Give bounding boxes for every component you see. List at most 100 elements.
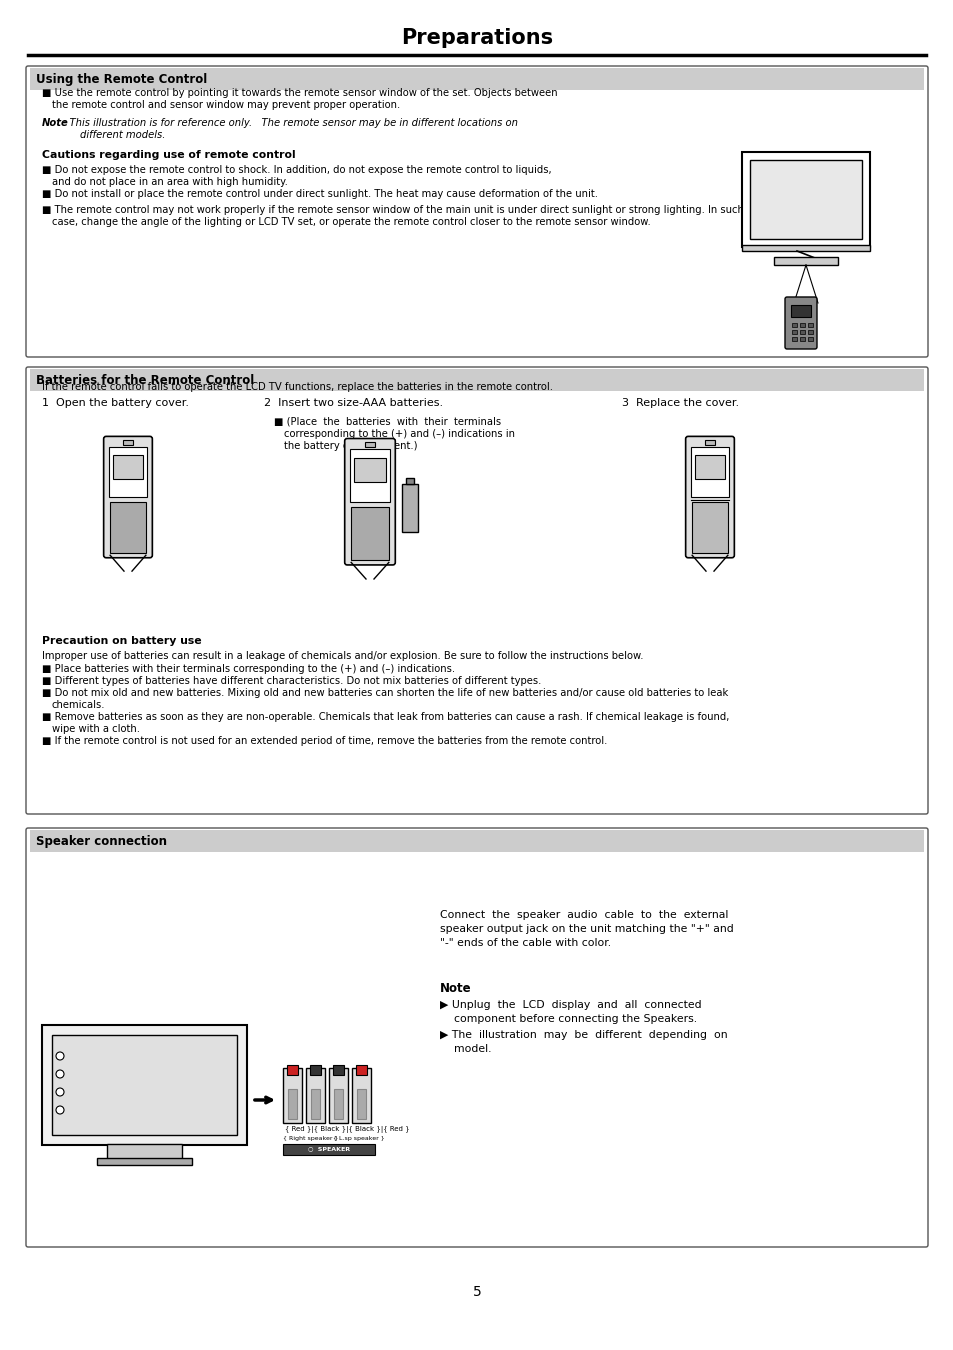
FancyBboxPatch shape [685,436,734,558]
Bar [30,68,923,90]
Text: 5: 5 [472,1285,481,1299]
Text: ■ Place batteries with their terminals corresponding to the (+) and (–) indicati: ■ Place batteries with their terminals c… [42,664,455,674]
Bar [306,1068,325,1123]
Text: Note: Note [439,981,471,995]
Bar [355,1065,367,1075]
FancyBboxPatch shape [344,439,395,564]
Text: "-" ends of the cable with color.: "-" ends of the cable with color. [439,938,611,948]
Text: case, change the angle of the lighting or LCD TV set, or operate the remote cont: case, change the angle of the lighting o… [52,217,650,227]
Bar [283,1068,302,1123]
Bar [791,338,796,342]
Text: Ⓛ  L: Ⓛ L [337,1143,349,1150]
Bar [287,1065,297,1075]
Bar [692,502,727,552]
Bar [791,329,796,333]
Text: wipe with a cloth.: wipe with a cloth. [52,724,140,734]
Text: ■ (Place  the  batteries  with  their  terminals: ■ (Place the batteries with their termin… [274,417,500,427]
Bar [351,508,389,560]
Text: ■ Do not expose the remote control to shock. In addition, do not expose the remo: ■ Do not expose the remote control to sh… [42,165,551,176]
Bar [110,502,146,552]
Text: and do not place in an area with high humidity.: and do not place in an area with high hu… [52,177,288,188]
Bar [352,1068,371,1123]
Bar [356,1089,366,1119]
Text: Ⓡ  R: Ⓡ R [289,1143,301,1150]
Text: Improper use of batteries can result in a leakage of chemicals and/or explosion.: Improper use of batteries can result in … [42,651,643,661]
Bar [97,1158,192,1165]
Bar [109,447,147,497]
Text: ■ Different types of batteries have different characteristics. Do not mix batter: ■ Different types of batteries have diff… [42,676,540,686]
Text: 1  Open the battery cover.: 1 Open the battery cover. [42,398,189,408]
Text: ■ Use the remote control by pointing it towards the remote sensor window of the : ■ Use the remote control by pointing it … [42,88,558,99]
Bar [123,440,132,446]
Bar [749,161,862,239]
Text: speaker output jack on the unit matching the "+" and: speaker output jack on the unit matching… [439,923,733,934]
Text: ■ Do not install or place the remote control under direct sunlight. The heat may: ■ Do not install or place the remote con… [42,189,598,198]
Text: ■ The remote control may not work properly if the remote sensor window of the ma: ■ The remote control may not work proper… [42,205,752,215]
Text: Speaker connection: Speaker connection [36,834,167,848]
Bar [690,447,728,497]
Text: Connect  the  speaker  audio  cable  to  the  external: Connect the speaker audio cable to the e… [439,910,727,919]
Text: If the remote control fails to operate the LCD TV functions, replace the batteri: If the remote control fails to operate t… [42,382,553,391]
Bar [311,1089,319,1119]
Text: Precaution on battery use: Precaution on battery use [42,636,201,647]
Bar [334,1089,343,1119]
Bar [773,256,837,265]
Bar [30,830,923,852]
Bar [329,1068,348,1123]
Bar [704,440,714,446]
Text: Batteries for the Remote Control: Batteries for the Remote Control [36,374,254,386]
FancyBboxPatch shape [26,367,927,814]
Bar [800,329,804,333]
FancyBboxPatch shape [26,66,927,356]
Text: ■ If the remote control is not used for an extended period of time, remove the b: ■ If the remote control is not used for … [42,736,607,747]
Bar [365,441,375,447]
Bar [30,369,923,391]
Text: the battery compartment.): the battery compartment.) [284,441,417,451]
Bar [310,1065,320,1075]
Bar [350,450,390,502]
Text: Preparations: Preparations [400,28,553,49]
Bar [807,323,812,327]
Bar [807,329,812,333]
Bar [807,338,812,342]
Text: Using the Remote Control: Using the Remote Control [36,73,207,85]
Text: ■ Remove batteries as soon as they are non-operable. Chemicals that leak from ba: ■ Remove batteries as soon as they are n… [42,711,729,722]
Bar [52,1035,236,1135]
Bar [791,323,796,327]
Text: :: : [464,981,469,995]
Bar [741,153,869,247]
Bar [107,1143,182,1160]
Bar [800,323,804,327]
Bar [113,455,143,478]
Text: Cautions regarding use of remote control: Cautions regarding use of remote control [42,150,295,161]
Text: different models.: different models. [80,130,165,140]
Text: { Red }|{ Black }|{ Black }|{ Red }: { Red }|{ Black }|{ Black }|{ Red } [285,1126,409,1133]
Bar [406,478,414,485]
Bar [354,458,385,482]
Text: : This illustration is for reference only.   The remote sensor may be in differe: : This illustration is for reference onl… [63,117,517,128]
Bar [741,244,869,251]
FancyBboxPatch shape [26,828,927,1247]
Bar [401,485,417,532]
Text: 3  Replace the cover.: 3 Replace the cover. [621,398,739,408]
FancyBboxPatch shape [104,436,152,558]
Circle shape [56,1088,64,1096]
Bar [695,455,724,478]
Text: the remote control and sensor window may prevent proper operation.: the remote control and sensor window may… [52,100,400,109]
Bar [800,338,804,342]
Text: ○  SPEAKER: ○ SPEAKER [308,1146,350,1152]
Bar [288,1089,296,1119]
Text: ■ Do not mix old and new batteries. Mixing old and new batteries can shorten the: ■ Do not mix old and new batteries. Mixi… [42,688,727,698]
Circle shape [56,1052,64,1060]
Circle shape [56,1106,64,1114]
Text: Note: Note [42,117,69,128]
Bar [42,1025,247,1145]
Text: ▶ Unplug  the  LCD  display  and  all  connected: ▶ Unplug the LCD display and all connect… [439,1000,700,1010]
Text: { Right speaker }: { Right speaker } [283,1135,338,1141]
Bar [333,1065,344,1075]
Text: ▶ The  illustration  may  be  different  depending  on: ▶ The illustration may be different depe… [439,1030,727,1040]
FancyBboxPatch shape [784,297,816,350]
Bar [283,1143,375,1156]
Text: corresponding to the (+) and (–) indications in: corresponding to the (+) and (–) indicat… [284,429,515,439]
Text: model.: model. [454,1044,491,1054]
